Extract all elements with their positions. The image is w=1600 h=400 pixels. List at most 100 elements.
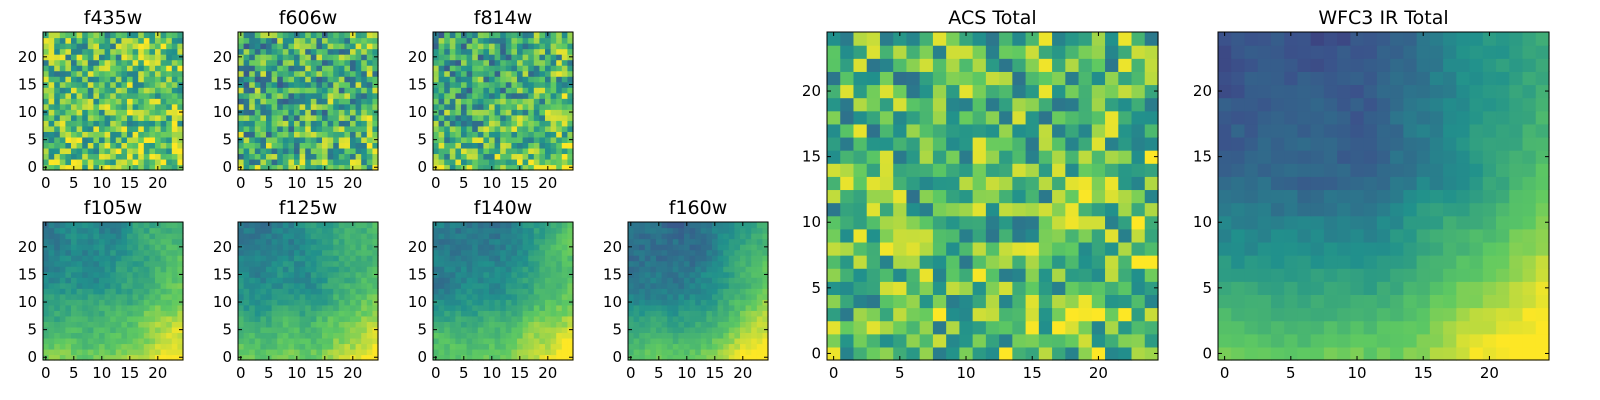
heatmap-cell bbox=[550, 92, 557, 99]
heatmap-cell bbox=[449, 271, 456, 278]
heatmap-cell bbox=[271, 321, 278, 328]
heatmap-cell bbox=[494, 114, 501, 121]
heatmap-cell bbox=[338, 103, 345, 110]
heatmap-cell bbox=[110, 244, 117, 251]
heatmap-cell bbox=[271, 288, 278, 295]
heatmap-cell bbox=[361, 114, 368, 121]
heatmap-cell bbox=[893, 163, 908, 177]
heatmap-cell bbox=[155, 249, 162, 256]
heatmap-cell bbox=[87, 249, 94, 256]
heatmap-cell bbox=[322, 249, 329, 256]
heatmap-cell bbox=[160, 54, 167, 61]
heatmap-cell bbox=[700, 244, 707, 251]
heatmap-cell bbox=[695, 326, 702, 333]
heatmap-cell bbox=[545, 54, 552, 61]
heatmap-cell bbox=[517, 120, 524, 127]
heatmap-cell bbox=[477, 98, 484, 105]
heatmap-cell bbox=[149, 54, 156, 61]
heatmap-cell bbox=[372, 310, 379, 317]
heatmap-cell bbox=[327, 260, 334, 267]
heatmap-cell bbox=[522, 238, 529, 245]
heatmap-cell bbox=[466, 164, 473, 171]
heatmap-cell bbox=[751, 266, 758, 273]
heatmap-cell bbox=[893, 333, 908, 348]
heatmap-cell bbox=[121, 310, 128, 317]
heatmap-cell bbox=[438, 114, 445, 121]
heatmap-cell bbox=[728, 343, 735, 350]
heatmap-cell bbox=[906, 241, 921, 256]
heatmap-cell bbox=[455, 70, 462, 77]
heatmap-cell bbox=[500, 282, 507, 289]
heatmap-cell bbox=[322, 310, 329, 317]
heatmap-cell bbox=[310, 343, 317, 350]
heatmap-cell bbox=[104, 125, 111, 132]
heatmap-cell bbox=[65, 277, 72, 284]
heatmap-cell bbox=[282, 120, 289, 127]
heatmap-cell bbox=[48, 32, 55, 39]
heatmap-cell bbox=[271, 293, 278, 300]
heatmap-cell bbox=[322, 131, 329, 138]
heatmap-cell bbox=[243, 131, 250, 138]
heatmap-cell bbox=[288, 337, 295, 345]
heatmap-cell bbox=[461, 54, 468, 61]
heatmap-cell bbox=[985, 294, 1000, 309]
heatmap-cell bbox=[59, 125, 66, 132]
heatmap-cell bbox=[121, 249, 128, 256]
heatmap-cell bbox=[712, 244, 719, 251]
heatmap-cell bbox=[561, 227, 568, 234]
heatmap-cell bbox=[533, 92, 540, 99]
heatmap-cell bbox=[43, 131, 50, 138]
heatmap-cell bbox=[522, 315, 529, 322]
heatmap-cell bbox=[249, 260, 256, 267]
heatmap-cell bbox=[461, 70, 468, 77]
heatmap-cell bbox=[54, 238, 61, 245]
heatmap-cell bbox=[1038, 228, 1053, 243]
heatmap-cell bbox=[511, 98, 518, 105]
heatmap-cell bbox=[500, 32, 507, 39]
heatmap-cell bbox=[149, 266, 156, 273]
heatmap-cell bbox=[906, 215, 921, 230]
heatmap-cell bbox=[99, 238, 106, 245]
heatmap-cell bbox=[43, 87, 50, 94]
heatmap-cell bbox=[472, 260, 479, 267]
heatmap-cell bbox=[82, 70, 89, 77]
heatmap-cell bbox=[110, 142, 117, 149]
heatmap-cell bbox=[76, 348, 83, 356]
x-tick-label: 15 bbox=[315, 364, 334, 382]
heatmap-cell bbox=[294, 299, 301, 306]
heatmap-cell bbox=[344, 81, 351, 88]
heatmap-cell bbox=[672, 288, 679, 295]
heatmap-cell bbox=[489, 54, 496, 61]
heatmap-cell bbox=[327, 114, 334, 121]
heatmap-cell bbox=[946, 255, 960, 269]
heatmap-cell bbox=[305, 43, 312, 50]
heatmap-cell bbox=[310, 92, 317, 99]
heatmap-cell bbox=[299, 354, 306, 361]
heatmap-cell bbox=[561, 222, 568, 229]
heatmap-cell bbox=[171, 103, 178, 110]
heatmap-cell bbox=[1012, 189, 1027, 204]
heatmap-cell bbox=[282, 326, 289, 333]
heatmap-cell bbox=[93, 164, 100, 171]
heatmap-cell bbox=[249, 255, 256, 262]
heatmap-cell bbox=[919, 255, 934, 269]
heatmap-cell bbox=[82, 255, 89, 262]
heatmap-cell bbox=[500, 70, 507, 77]
heatmap-cell bbox=[1091, 241, 1106, 256]
heatmap-cell bbox=[972, 228, 987, 243]
heatmap-cell bbox=[254, 271, 261, 278]
heatmap-cell bbox=[700, 282, 707, 289]
heatmap-cell bbox=[361, 109, 368, 116]
heatmap-cell bbox=[333, 164, 340, 171]
heatmap-cell bbox=[43, 120, 50, 127]
heatmap-cell bbox=[728, 255, 735, 262]
heatmap-cell bbox=[483, 92, 490, 99]
heatmap-cell bbox=[121, 244, 128, 251]
heatmap-cell bbox=[672, 255, 679, 262]
heatmap-cell bbox=[672, 282, 679, 289]
heatmap-cell bbox=[65, 131, 72, 138]
heatmap-cell bbox=[177, 103, 184, 110]
heatmap-cell bbox=[322, 332, 329, 339]
heatmap-cell bbox=[71, 348, 78, 356]
heatmap-cell bbox=[143, 249, 150, 256]
